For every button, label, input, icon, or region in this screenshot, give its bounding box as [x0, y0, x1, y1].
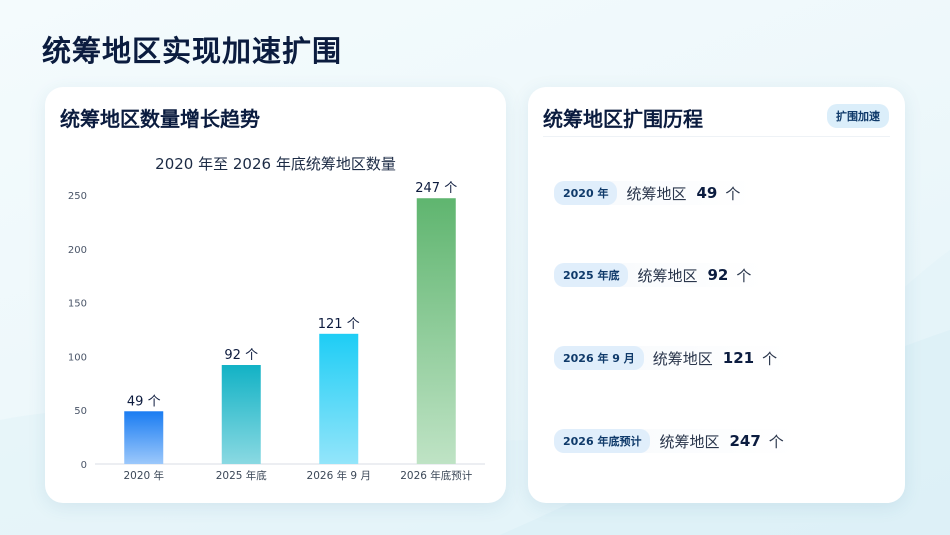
timeline-value: 49	[696, 184, 718, 202]
bar-chart: 0 50 100 150 200 250 49 个 2020 年 92 个 2025 年底 121 …	[68, 181, 485, 482]
page-title: 统筹地区实现加速扩围	[42, 34, 343, 68]
chart-title: 2020 年至 2026 年底统筹地区数量	[155, 155, 396, 173]
y-tick-label: 50	[74, 406, 87, 417]
timeline-card-title: 统筹地区扩围历程	[543, 107, 703, 131]
bar-data-label: 92 个	[224, 348, 258, 363]
bar	[416, 198, 456, 464]
timeline-unit: 个	[762, 349, 778, 368]
timeline-unit: 个	[725, 184, 741, 203]
timeline-unit: 个	[768, 432, 784, 451]
timeline-label: 统筹地区	[652, 349, 713, 368]
x-tick-label: 2025 年底	[216, 469, 268, 482]
x-tick-label: 2026 年底预计	[400, 469, 473, 482]
acceleration-badge: 扩围加速	[827, 104, 889, 128]
timeline-label: 统筹地区	[626, 184, 687, 203]
timeline-label: 统筹地区	[637, 266, 698, 285]
timeline-item: 2026 年 9 月 统筹地区 121 个	[554, 346, 792, 370]
bar-data-label: 121 个	[318, 317, 360, 332]
chart-card: 统筹地区数量增长趋势 2020 年至 2026 年底统筹地区数量 0 50 100 1…	[45, 87, 506, 503]
bar	[319, 333, 359, 464]
timeline-year-badge: 2026 年 9 月	[554, 346, 644, 370]
timeline-label: 统筹地区	[659, 432, 720, 451]
y-tick-label: 150	[68, 299, 87, 310]
timeline-card: 统筹地区扩围历程 扩围加速 2020 年 统筹地区 49 个 2025 年底 统…	[528, 87, 905, 503]
chart-card-title: 统筹地区数量增长趋势	[60, 107, 260, 131]
timeline-item: 2025 年底 统筹地区 92 个	[554, 263, 766, 287]
y-tick-label: 0	[81, 460, 87, 471]
timeline-year-badge: 2026 年底预计	[554, 429, 651, 453]
timeline-year-badge: 2025 年底	[554, 263, 629, 287]
x-tick-label: 2020 年	[123, 469, 164, 482]
bar-data-label: 49 个	[127, 394, 161, 409]
timeline-item: 2020 年 统筹地区 49 个	[554, 181, 755, 205]
timeline-value: 121	[722, 349, 755, 367]
timeline-item: 2026 年底预计 统筹地区 247 个	[554, 429, 798, 453]
divider	[543, 136, 890, 137]
bar-data-label: 247 个	[415, 181, 457, 196]
x-tick-label: 2026 年 9 月	[307, 469, 371, 482]
timeline-value: 92	[707, 266, 729, 284]
timeline-value: 247	[729, 432, 761, 450]
timeline-unit: 个	[736, 266, 752, 285]
timeline-year-badge: 2020 年	[554, 181, 618, 205]
y-tick-label: 100	[68, 352, 87, 363]
y-tick-label: 200	[68, 245, 87, 256]
bar	[124, 411, 164, 464]
y-tick-label: 250	[68, 191, 87, 202]
bar	[221, 365, 261, 464]
